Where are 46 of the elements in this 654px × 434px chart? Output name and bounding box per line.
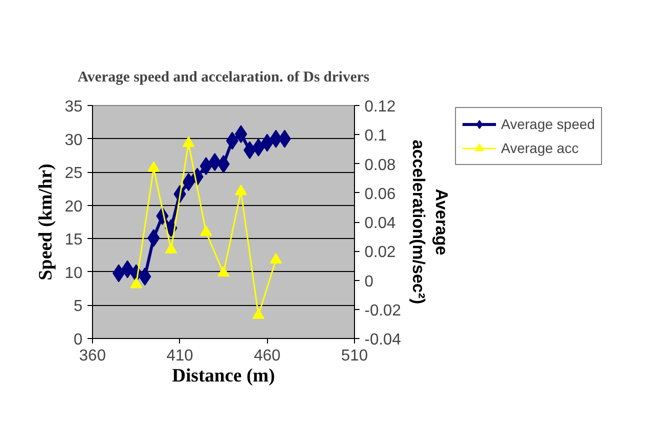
point — [252, 308, 264, 319]
chart-title: Average speed and accelaration. of Ds drivers — [78, 70, 370, 86]
x-tick-label: 360 — [79, 348, 106, 364]
x-tick-label: 460 — [254, 348, 281, 364]
point — [148, 161, 160, 172]
y-axis-title: Speed (km/hr) — [36, 164, 57, 280]
y-tick-label: 30 — [64, 132, 83, 149]
y2-tick-label: -0.04 — [364, 332, 402, 348]
y2-tick-label: 0.02 — [364, 244, 396, 262]
y-tick-label: 20 — [64, 198, 83, 216]
point — [165, 242, 178, 254]
point — [138, 268, 152, 286]
y2-tick-label: -0.02 — [364, 302, 402, 320]
point — [200, 225, 212, 236]
y-tick-label: 5 — [74, 298, 83, 316]
point — [234, 125, 248, 144]
point — [217, 155, 230, 174]
y2-tick-label: 0 — [364, 273, 374, 290]
y-tick-label: 25 — [64, 165, 83, 182]
y2-tick-label: 0.04 — [364, 215, 396, 232]
legend-label: Average speed — [501, 116, 595, 132]
x-tick-label: 510 — [341, 348, 368, 364]
y-tick-label: 0 — [74, 332, 83, 348]
point — [270, 253, 282, 264]
y-tick-label: 35 — [64, 98, 83, 116]
y2-tick-label: 0.08 — [364, 156, 396, 174]
x-axis-title: Distance (m) — [172, 366, 275, 386]
legend-label: Average acc — [501, 140, 579, 156]
y-tick-label: 10 — [64, 264, 83, 282]
y2-tick-label: 0.06 — [364, 186, 396, 203]
point — [218, 266, 230, 277]
y-tick-label: 15 — [64, 232, 83, 249]
y2-axis-title: Average acceleration(m/sec²) — [408, 140, 451, 304]
point — [270, 130, 282, 148]
point — [182, 173, 195, 192]
point — [147, 228, 160, 247]
x-tick-label: 410 — [166, 348, 194, 364]
point — [121, 260, 134, 278]
point — [278, 130, 291, 148]
point — [200, 157, 212, 176]
point — [130, 278, 142, 288]
point — [182, 136, 195, 148]
point — [252, 138, 265, 156]
point — [234, 184, 247, 196]
y2-tick-label: 0.12 — [364, 98, 396, 116]
y2-tick-label: 0.1 — [364, 128, 387, 145]
